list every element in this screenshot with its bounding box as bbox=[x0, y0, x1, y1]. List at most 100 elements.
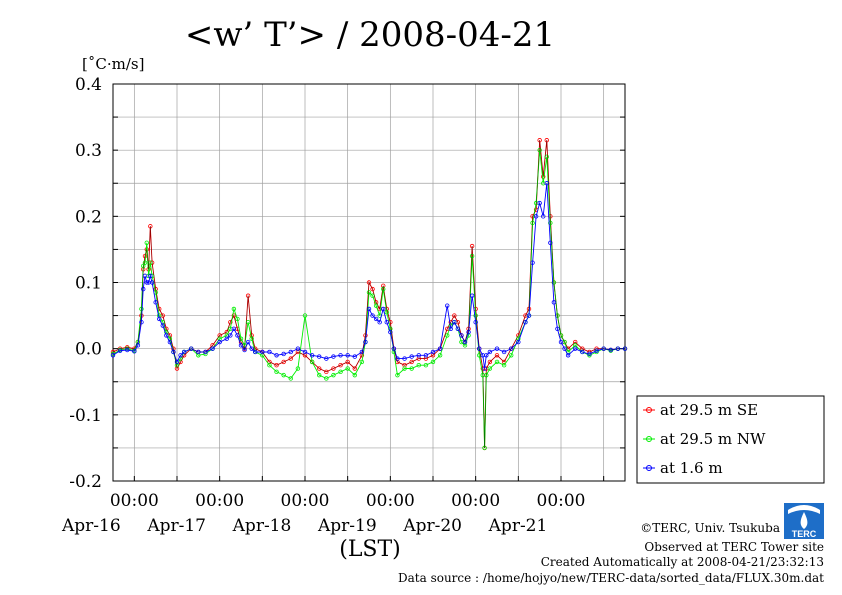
data-point bbox=[384, 310, 389, 315]
x-day-label: Apr-17 bbox=[146, 516, 206, 536]
data-point bbox=[231, 313, 237, 318]
data-point bbox=[224, 336, 229, 341]
data-point bbox=[501, 363, 507, 368]
source-text: Data source : /home/hojyo/new/TERC-data/… bbox=[398, 571, 824, 585]
data-point bbox=[402, 356, 407, 361]
chart-title: <w’ T’> / 2008-04-21 bbox=[185, 15, 555, 55]
data-point bbox=[178, 353, 183, 358]
data-point bbox=[580, 349, 585, 355]
data-point bbox=[430, 349, 436, 355]
data-point bbox=[494, 359, 500, 365]
data-point bbox=[541, 214, 546, 219]
data-point bbox=[139, 320, 144, 325]
data-point bbox=[352, 354, 357, 359]
legend-box bbox=[636, 395, 825, 484]
data-point bbox=[384, 320, 389, 325]
data-point bbox=[249, 346, 254, 351]
data-point bbox=[462, 339, 468, 345]
data-point bbox=[231, 326, 237, 332]
data-point bbox=[110, 353, 116, 358]
data-point bbox=[174, 359, 180, 365]
x-day-label: Apr-19 bbox=[317, 516, 377, 536]
data-point bbox=[487, 366, 493, 371]
data-point bbox=[345, 359, 350, 365]
data-point bbox=[370, 313, 375, 318]
data-point bbox=[249, 336, 254, 341]
data-point bbox=[260, 349, 265, 355]
data-point bbox=[324, 356, 329, 361]
legend-entry: at 1.6 m bbox=[660, 459, 723, 477]
data-point bbox=[228, 320, 233, 325]
data-point bbox=[295, 366, 301, 371]
data-point bbox=[181, 349, 187, 355]
data-point bbox=[423, 363, 429, 368]
data-point bbox=[317, 366, 322, 371]
data-point bbox=[267, 363, 272, 368]
data-point bbox=[366, 290, 372, 295]
data-point bbox=[494, 346, 500, 351]
terc-logo-icon: TERC bbox=[784, 503, 824, 539]
data-point bbox=[562, 346, 567, 351]
data-point bbox=[352, 366, 357, 371]
data-point bbox=[338, 363, 343, 368]
y-tick-label: 0.2 bbox=[75, 207, 102, 227]
x-tick-label: 00:00 bbox=[451, 491, 500, 511]
data-point bbox=[142, 273, 148, 279]
data-point bbox=[144, 280, 149, 285]
data-point bbox=[416, 363, 421, 368]
data-point bbox=[437, 353, 443, 358]
data-point bbox=[281, 351, 286, 357]
data-point bbox=[587, 353, 592, 358]
data-point bbox=[430, 359, 436, 365]
x-day-label: Apr-16 bbox=[61, 516, 121, 536]
legend-swatch-marker bbox=[646, 436, 652, 442]
legend-swatch-marker bbox=[646, 465, 652, 471]
data-point bbox=[359, 359, 365, 365]
data-point bbox=[445, 333, 450, 338]
data-point bbox=[274, 363, 279, 368]
data-point bbox=[573, 346, 578, 351]
data-point bbox=[144, 240, 149, 245]
data-point bbox=[288, 376, 293, 381]
x-day-label: Apr-20 bbox=[402, 516, 462, 536]
data-point bbox=[331, 354, 336, 359]
data-point bbox=[469, 253, 475, 259]
data-point bbox=[217, 339, 222, 345]
data-point bbox=[309, 359, 315, 365]
data-point bbox=[445, 303, 450, 308]
data-point bbox=[149, 280, 155, 285]
y-axis-unit: [˚C·m/s] bbox=[82, 55, 144, 73]
legend: at 29.5 m SE at 29.5 m NW at 1.6 m bbox=[636, 395, 825, 484]
data-point bbox=[395, 372, 400, 378]
data-point bbox=[238, 336, 244, 341]
y-axis-ticks: 0.4 0.3 0.2 0.1 0.0 -0.1 -0.2 bbox=[69, 75, 625, 492]
data-point bbox=[551, 300, 557, 305]
data-point bbox=[142, 260, 148, 265]
overlay-line bbox=[112, 140, 625, 448]
data-point bbox=[487, 349, 493, 355]
data-point bbox=[189, 346, 194, 351]
data-point bbox=[484, 353, 489, 358]
data-point bbox=[331, 372, 336, 378]
data-point bbox=[473, 313, 478, 318]
grid bbox=[113, 84, 625, 481]
copyright-text: ©TERC, Univ. Tsukuba bbox=[640, 521, 780, 535]
data-point bbox=[558, 339, 564, 345]
data-point bbox=[302, 313, 308, 318]
data-point bbox=[373, 316, 379, 322]
data-point bbox=[125, 346, 130, 351]
data-point bbox=[381, 306, 386, 312]
data-point bbox=[317, 372, 322, 378]
data-point bbox=[274, 369, 279, 375]
data-point bbox=[537, 200, 542, 206]
data-point bbox=[466, 329, 471, 335]
series-layer bbox=[110, 138, 628, 451]
data-point bbox=[370, 286, 375, 292]
data-point bbox=[331, 366, 336, 371]
data-point bbox=[317, 354, 322, 359]
data-point bbox=[245, 339, 251, 345]
data-point bbox=[148, 273, 153, 279]
legend-swatch-marker bbox=[646, 407, 652, 413]
data-point bbox=[132, 349, 137, 354]
